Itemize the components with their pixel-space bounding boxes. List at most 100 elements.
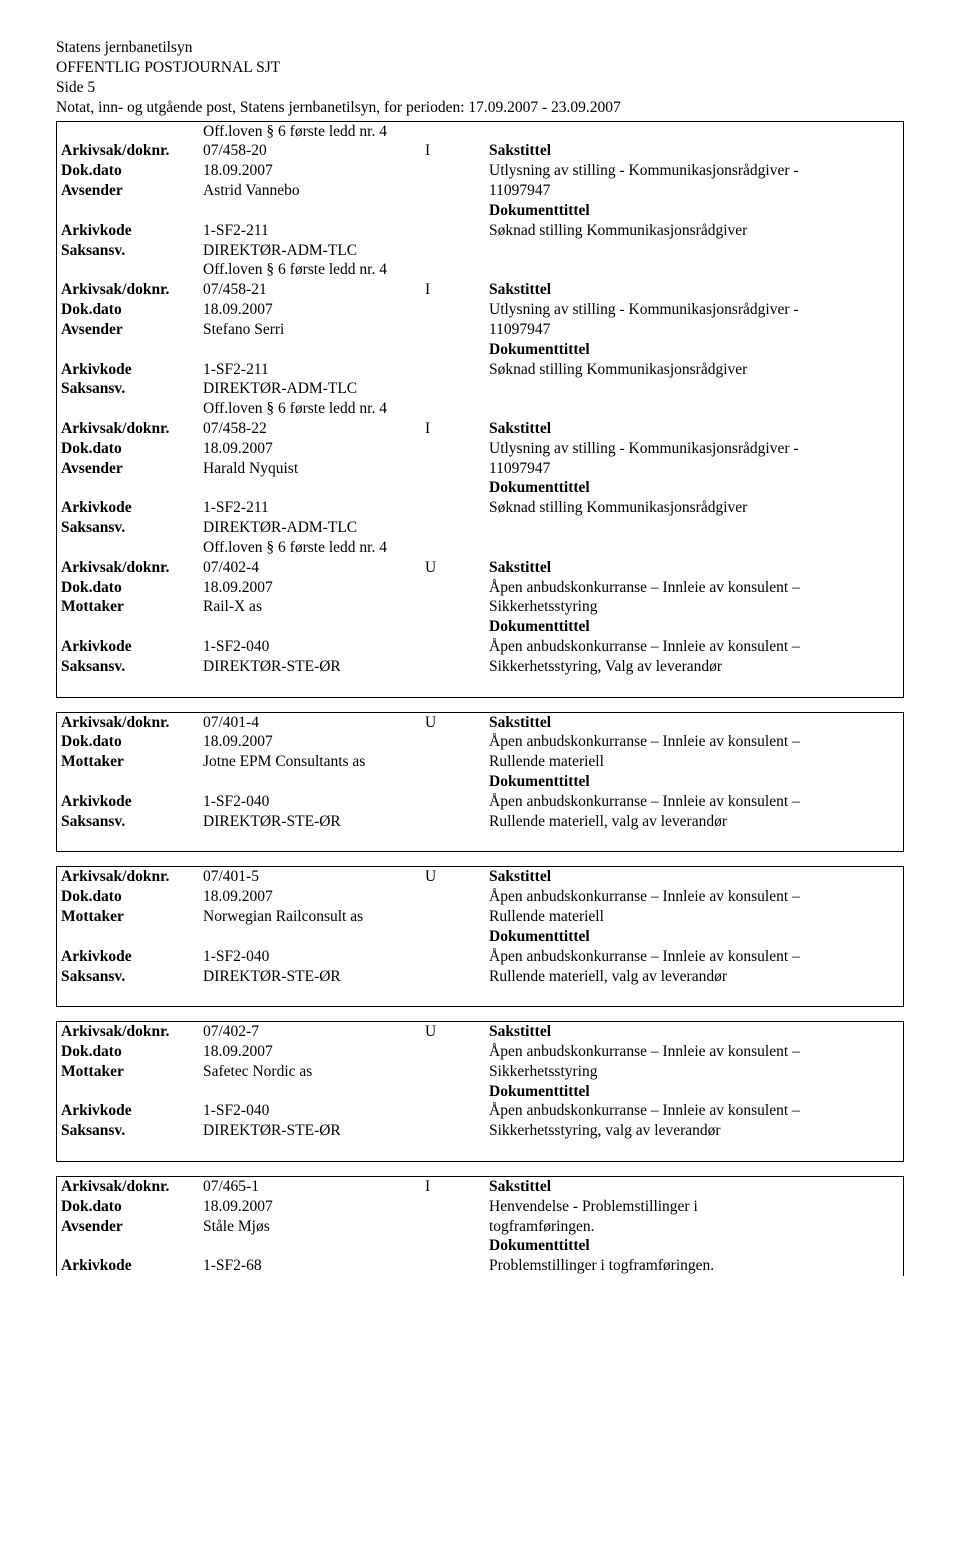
- saksansv-value: DIREKTØR-STE-ØR: [199, 967, 421, 987]
- io-value: U: [421, 867, 485, 887]
- sakstittel-line: Henvendelse - Problemstillinger i: [485, 1197, 904, 1217]
- page-header: Statens jernbanetilsyn OFFENTLIG POSTJOU…: [56, 38, 904, 119]
- label-sakstittel: Sakstittel: [485, 141, 904, 161]
- io-value: I: [421, 280, 485, 300]
- party-value: Harald Nyquist: [199, 459, 421, 479]
- label-saksansv: Saksansv.: [57, 657, 200, 677]
- label-arkivsak: Arkivsak/doknr.: [57, 558, 200, 578]
- label-saksansv: Saksansv.: [57, 518, 200, 538]
- doktittel-line: Rullende materiell, valg av leverandør: [485, 812, 904, 832]
- label-arkivkode: Arkivkode: [57, 947, 200, 967]
- label-arkivkode: Arkivkode: [57, 1101, 200, 1121]
- label-dokumenttittel: Dokumenttittel: [485, 772, 904, 792]
- label-dokdato: Dok.dato: [57, 887, 200, 907]
- label-dokdato: Dok.dato: [57, 732, 200, 752]
- label-party: Mottaker: [57, 597, 200, 617]
- arkivsak-value: 07/458-21: [199, 280, 421, 300]
- label-saksansv: Saksansv.: [57, 967, 200, 987]
- dokdato-value: 18.09.2007: [199, 732, 421, 752]
- sakstittel-line: togframføringen.: [485, 1217, 904, 1237]
- saksansv-value: DIREKTØR-ADM-TLC: [199, 518, 421, 538]
- arkivkode-value: 1-SF2-211: [199, 498, 421, 518]
- saksansv-value: DIREKTØR-ADM-TLC: [199, 241, 421, 261]
- arkivkode-value: 1-SF2-211: [199, 360, 421, 380]
- doktittel-line: Åpen anbudskonkurranse – Innleie av kons…: [485, 1101, 904, 1121]
- arkivsak-value: 07/465-1: [199, 1176, 421, 1196]
- doktittel-line: [485, 518, 904, 538]
- off-loven-line: Off.loven § 6 første ledd nr. 4: [199, 399, 904, 419]
- label-arkivkode: Arkivkode: [57, 1256, 200, 1276]
- arkivkode-value: 1-SF2-68: [199, 1256, 421, 1276]
- label-sakstittel: Sakstittel: [485, 1176, 904, 1196]
- journal-entry: Arkivsak/doknr.07/458-21ISakstittelDok.d…: [56, 280, 904, 419]
- journal-entry: Off.loven § 6 første ledd nr. 4Arkivsak/…: [56, 121, 904, 281]
- dokdato-value: 18.09.2007: [199, 439, 421, 459]
- label-dokdato: Dok.dato: [57, 439, 200, 459]
- arkivkode-value: 1-SF2-040: [199, 637, 421, 657]
- label-dokumenttittel: Dokumenttittel: [485, 201, 904, 221]
- journal-title: OFFENTLIG POSTJOURNAL SJT: [56, 58, 904, 78]
- label-dokdato: Dok.dato: [57, 1197, 200, 1217]
- saksansv-value: DIREKTØR-STE-ØR: [199, 657, 421, 677]
- io-value: U: [421, 558, 485, 578]
- label-dokumenttittel: Dokumenttittel: [485, 340, 904, 360]
- party-value: Norwegian Railconsult as: [199, 907, 421, 927]
- doktittel-line: [485, 379, 904, 399]
- doktittel-line: Åpen anbudskonkurranse – Innleie av kons…: [485, 792, 904, 812]
- sakstittel-line: Rullende materiell: [485, 752, 904, 772]
- label-arkivkode: Arkivkode: [57, 498, 200, 518]
- sakstittel-line: Åpen anbudskonkurranse – Innleie av kons…: [485, 887, 904, 907]
- doktittel-line: Søknad stilling Kommunikasjonsrådgiver: [485, 360, 904, 380]
- sakstittel-line: 11097947: [485, 181, 904, 201]
- label-dokdato: Dok.dato: [57, 161, 200, 181]
- io-value: U: [421, 712, 485, 732]
- label-dokdato: Dok.dato: [57, 578, 200, 598]
- arkivsak-value: 07/458-20: [199, 141, 421, 161]
- off-loven-line: Off.loven § 6 første ledd nr. 4: [199, 260, 904, 280]
- journal-entry: Arkivsak/doknr.07/458-22ISakstittelDok.d…: [56, 419, 904, 558]
- label-arkivkode: Arkivkode: [57, 360, 200, 380]
- io-value: I: [421, 141, 485, 161]
- io-value: U: [421, 1022, 485, 1042]
- label-dokumenttittel: Dokumenttittel: [485, 1236, 904, 1256]
- journal-entry: Arkivsak/doknr.07/402-7USakstittelDok.da…: [56, 1021, 904, 1162]
- doktittel-line: Problemstillinger i togframføringen.: [485, 1256, 904, 1276]
- doktittel-line: [485, 241, 904, 261]
- dokdato-value: 18.09.2007: [199, 300, 421, 320]
- label-sakstittel: Sakstittel: [485, 419, 904, 439]
- doktittel-line: Søknad stilling Kommunikasjonsrådgiver: [485, 221, 904, 241]
- subtitle: Notat, inn- og utgående post, Statens je…: [56, 98, 904, 118]
- party-value: Stefano Serri: [199, 320, 421, 340]
- io-value: I: [421, 419, 485, 439]
- label-dokdato: Dok.dato: [57, 1042, 200, 1062]
- org-name: Statens jernbanetilsyn: [56, 38, 904, 58]
- label-dokumenttittel: Dokumenttittel: [485, 617, 904, 637]
- label-dokumenttittel: Dokumenttittel: [485, 927, 904, 947]
- off-loven-line: Off.loven § 6 første ledd nr. 4: [199, 121, 904, 141]
- saksansv-value: DIREKTØR-STE-ØR: [199, 1121, 421, 1141]
- sakstittel-line: Utlysning av stilling - Kommunikasjonsrå…: [485, 439, 904, 459]
- sakstittel-line: Åpen anbudskonkurranse – Innleie av kons…: [485, 732, 904, 752]
- party-value: Rail-X as: [199, 597, 421, 617]
- doktittel-line: Åpen anbudskonkurranse – Innleie av kons…: [485, 637, 904, 657]
- sakstittel-line: Utlysning av stilling - Kommunikasjonsrå…: [485, 161, 904, 181]
- off-loven-line: Off.loven § 6 første ledd nr. 4: [199, 538, 904, 558]
- dokdato-value: 18.09.2007: [199, 1197, 421, 1217]
- label-sakstittel: Sakstittel: [485, 1022, 904, 1042]
- arkivsak-value: 07/402-7: [199, 1022, 421, 1042]
- dokdato-value: 18.09.2007: [199, 161, 421, 181]
- label-arkivkode: Arkivkode: [57, 221, 200, 241]
- arkivsak-value: 07/401-5: [199, 867, 421, 887]
- sakstittel-line: Utlysning av stilling - Kommunikasjonsrå…: [485, 300, 904, 320]
- label-arkivsak: Arkivsak/doknr.: [57, 141, 200, 161]
- doktittel-line: Åpen anbudskonkurranse – Innleie av kons…: [485, 947, 904, 967]
- label-arkivsak: Arkivsak/doknr.: [57, 280, 200, 300]
- page-number: Side 5: [56, 78, 904, 98]
- journal-entry: Arkivsak/doknr.07/465-1ISakstittelDok.da…: [56, 1176, 904, 1276]
- label-sakstittel: Sakstittel: [485, 280, 904, 300]
- label-arkivkode: Arkivkode: [57, 637, 200, 657]
- io-value: I: [421, 1176, 485, 1196]
- label-party: Avsender: [57, 1217, 200, 1237]
- label-arkivsak: Arkivsak/doknr.: [57, 712, 200, 732]
- label-party: Avsender: [57, 181, 200, 201]
